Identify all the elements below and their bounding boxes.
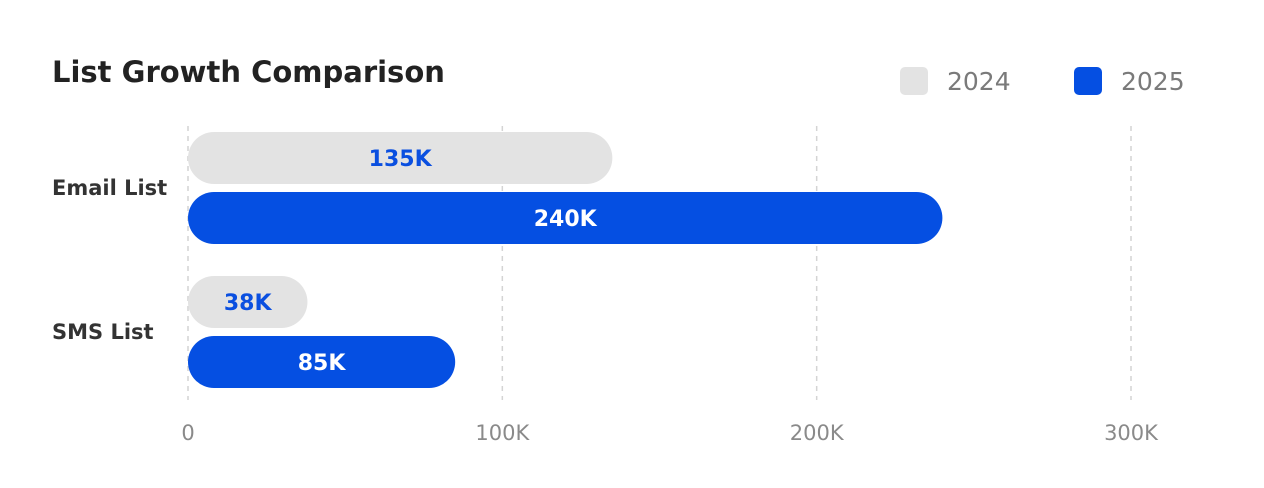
bar-value-label: 135K — [369, 147, 433, 172]
bar-value-label: 240K — [534, 207, 598, 232]
legend-swatch — [1074, 67, 1102, 95]
legend-swatch — [900, 67, 928, 95]
x-tick-label: 0 — [181, 421, 194, 445]
bar — [188, 276, 308, 328]
bar — [188, 132, 613, 184]
category-label: SMS List — [52, 320, 154, 344]
bars: 135K 240K 38K 85K — [188, 132, 943, 388]
x-tick-label: 100K — [475, 421, 530, 445]
bar-value-label: 85K — [298, 351, 347, 376]
category-labels: Email List SMS List — [52, 176, 167, 344]
chart-title: List Growth Comparison — [52, 55, 445, 89]
bar-value-label: 38K — [224, 291, 273, 316]
legend-label: 2025 — [1121, 67, 1185, 96]
x-axis-ticks: 0 100K 200K 300K — [181, 421, 1159, 445]
bar — [188, 192, 943, 244]
legend: 2024 2025 — [900, 67, 1185, 96]
x-tick-label: 300K — [1104, 421, 1159, 445]
category-label: Email List — [52, 176, 167, 200]
legend-label: 2024 — [947, 67, 1011, 96]
x-tick-label: 200K — [790, 421, 845, 445]
bar — [188, 336, 456, 388]
